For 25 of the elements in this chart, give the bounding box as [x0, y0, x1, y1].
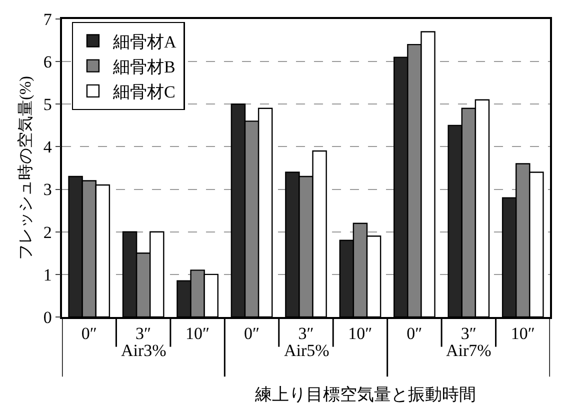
- y-tick-label: 5: [43, 95, 52, 114]
- x-tick-label: 3″: [298, 324, 314, 344]
- x-tick-label: 3″: [460, 324, 476, 344]
- y-tick-label: 1: [43, 265, 52, 284]
- y-tick-label: 7: [43, 10, 52, 29]
- y-tick-label: 0: [43, 308, 52, 327]
- legend-label: 細骨材A: [112, 32, 177, 52]
- x-tick-label: 10″: [510, 324, 535, 344]
- y-tick-label: 4: [43, 138, 52, 157]
- x-tick-label: 0″: [406, 324, 422, 344]
- y-tick-label: 3: [43, 180, 52, 200]
- x-axis-title: 練上り目標空気量と振動時間: [254, 385, 476, 404]
- y-tick-label: 2: [43, 222, 52, 242]
- x-tick-label: 0″: [81, 324, 97, 344]
- text: Air3%: [121, 341, 166, 360]
- text: Air5%: [284, 341, 330, 360]
- y-axis-title: フレッシュ時の空気量(%): [16, 76, 35, 260]
- legend-label: 細骨材B: [112, 57, 176, 76]
- y-tick-label: 6: [43, 52, 52, 72]
- x-tick-label: 10″: [186, 324, 210, 344]
- legend-label: 細骨材C: [112, 82, 176, 102]
- x-tick-label: 0″: [244, 324, 260, 344]
- text: Air7%: [446, 341, 492, 360]
- x-tick-label: 10″: [348, 324, 372, 344]
- x-tick-label: 3″: [136, 324, 152, 344]
